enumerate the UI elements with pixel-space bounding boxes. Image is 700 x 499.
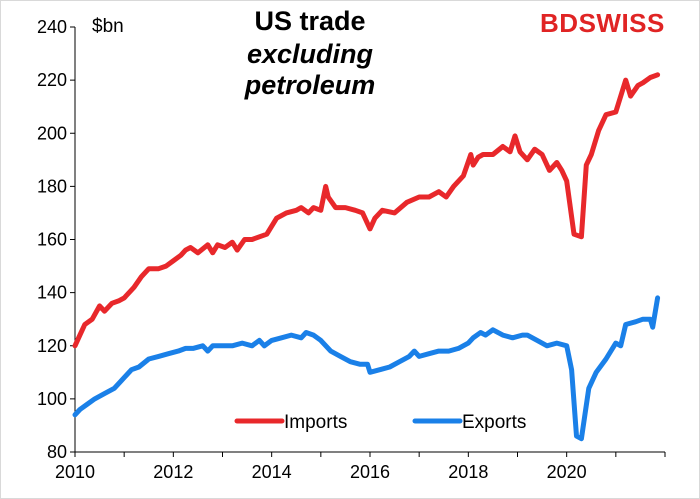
y-tick-label: 220 bbox=[37, 70, 67, 90]
brand-logo: BDSWISS bbox=[540, 8, 665, 38]
y-tick-label: 140 bbox=[37, 283, 67, 303]
x-tick-label: 2016 bbox=[350, 462, 390, 482]
chart-subtitle: excluding petroleum bbox=[244, 39, 376, 100]
legend-label-exports: Exports bbox=[462, 412, 526, 433]
y-tick-label: 240 bbox=[37, 17, 67, 37]
y-tick-label: 80 bbox=[47, 442, 67, 462]
x-tick-label: 2010 bbox=[55, 462, 95, 482]
legend-label-imports: Imports bbox=[284, 412, 347, 433]
chart-title: US trade bbox=[254, 6, 366, 36]
x-tick-label: 2018 bbox=[448, 462, 488, 482]
y-tick-label: 120 bbox=[37, 336, 67, 356]
y-tick-label: 180 bbox=[37, 176, 67, 196]
series-line-imports bbox=[72, 72, 661, 349]
y-tick-label: 200 bbox=[37, 123, 67, 143]
x-tick-label: 2020 bbox=[547, 462, 587, 482]
x-tick-label: 2012 bbox=[153, 462, 193, 482]
x-tick-label: 2014 bbox=[252, 462, 292, 482]
series-line-exports bbox=[72, 295, 661, 442]
y-axis-unit-label: $bn bbox=[92, 16, 124, 37]
y-tick-label: 160 bbox=[37, 230, 67, 250]
y-tick-label: 100 bbox=[37, 389, 67, 409]
